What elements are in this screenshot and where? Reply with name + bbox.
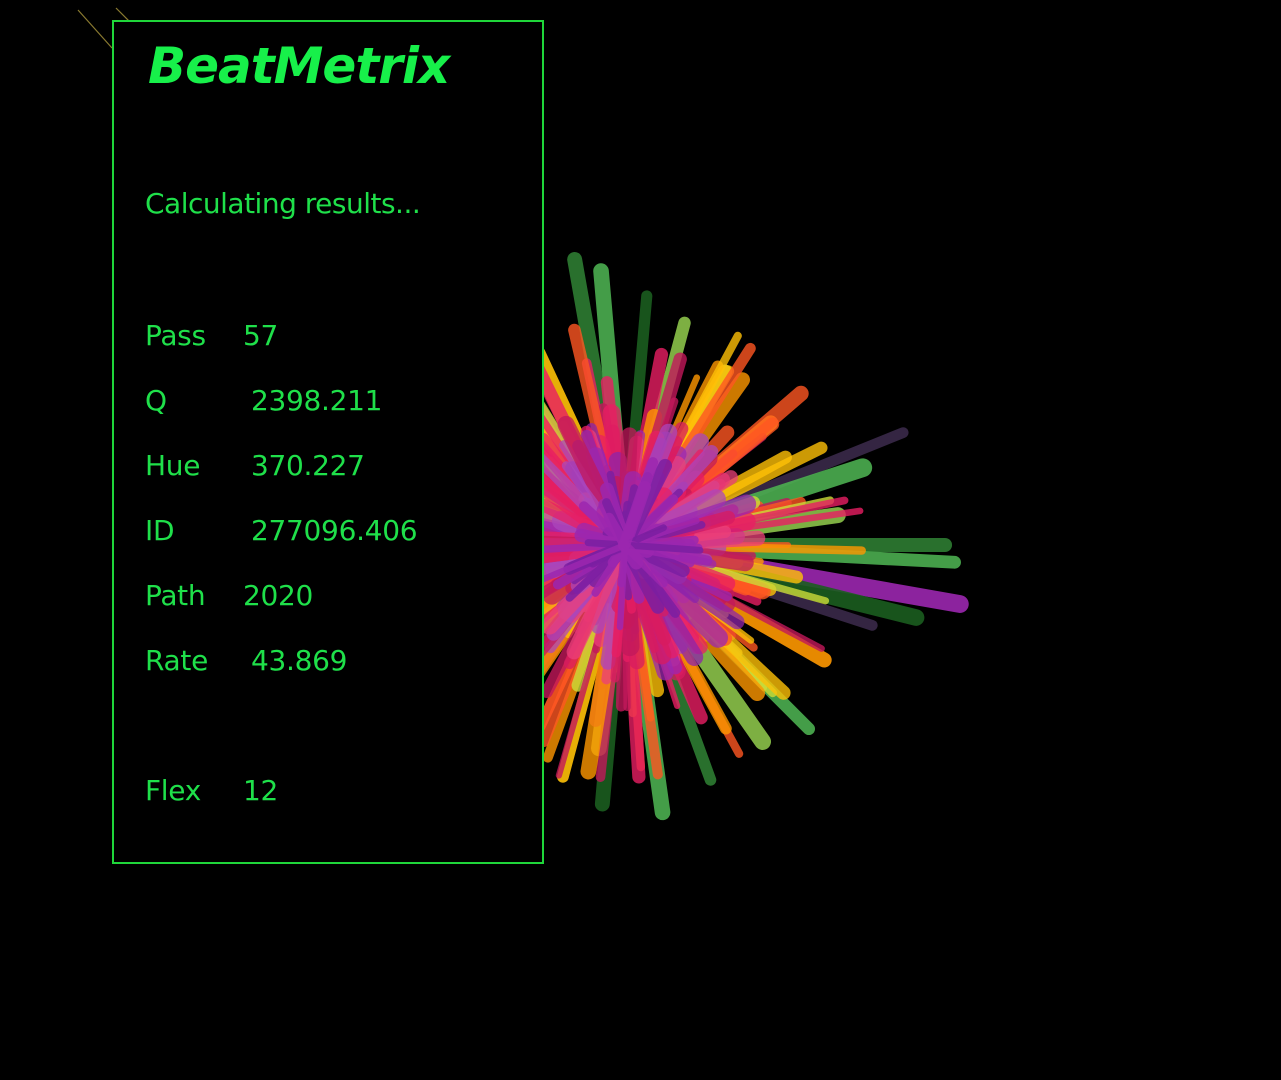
- stat-value-pass: 57: [243, 319, 279, 352]
- stat-label-hue: Hue: [145, 449, 201, 482]
- stat-value-path: 2020: [243, 579, 314, 612]
- burst-spike: [621, 541, 704, 554]
- stat-label-id: ID: [145, 514, 175, 547]
- stat-value-q: 2398.211: [251, 384, 383, 417]
- stat-row-path: Path 2020: [145, 576, 525, 616]
- stat-row-q: Q 2398.211: [145, 381, 525, 421]
- stat-label-q: Q: [145, 384, 167, 417]
- stat-value-rate: 43.869: [251, 644, 348, 677]
- stat-row-hue: Hue 370.227: [145, 446, 525, 486]
- stat-value-flex: 12: [243, 774, 279, 807]
- stat-value-id: 277096.406: [251, 514, 418, 547]
- corner-decoration: [77, 7, 131, 49]
- status-text: Calculating results...: [145, 187, 421, 220]
- burst-spike: [620, 540, 668, 588]
- burst-spike: [540, 541, 629, 583]
- stat-value-hue: 370.227: [251, 449, 365, 482]
- stat-row-flex: Flex 12: [145, 771, 525, 811]
- stat-row-rate: Rate 43.869: [145, 641, 525, 681]
- brand-title: BeatMetrix: [148, 37, 450, 95]
- stat-label-flex: Flex: [145, 774, 201, 807]
- burst-spike: [619, 457, 659, 551]
- stat-row-id: ID 277096.406: [145, 511, 525, 551]
- stat-row-pass: Pass 57: [145, 316, 525, 356]
- corner-line: [77, 9, 113, 49]
- corner-line: [115, 7, 131, 23]
- stat-label-rate: Rate: [145, 644, 209, 677]
- burst-spike: [616, 541, 629, 631]
- stat-label-pass: Pass: [145, 319, 206, 352]
- stat-label-path: Path: [145, 579, 206, 612]
- results-panel: BeatMetrix Calculating results... Pass 5…: [112, 20, 544, 864]
